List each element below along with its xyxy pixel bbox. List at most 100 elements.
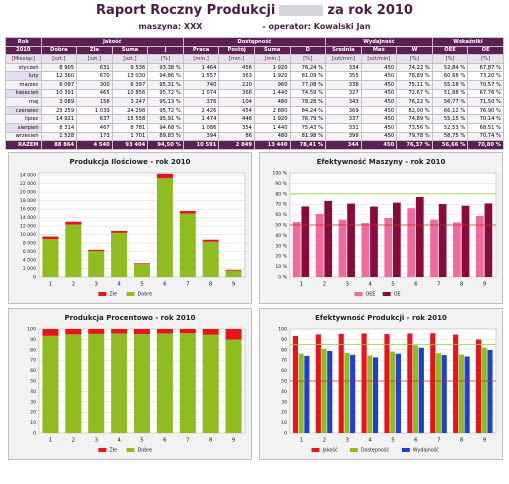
y-tick-label: 10 000 — [20, 232, 36, 238]
table-row: 2010 Dobra Zła Suma J Praca Postój Suma D Średnia… — [5, 45, 504, 56]
table-row: wrzesień 1 528 173 1 701 89,83 % 394 86 480 81,9… — [5, 131, 504, 142]
table-cell: RAZEM — [5, 140, 42, 150]
bar — [475, 339, 482, 433]
bar — [407, 333, 413, 433]
x-tick-label: 1 — [49, 438, 53, 444]
bar-segment — [156, 333, 173, 433]
bar — [315, 213, 324, 277]
table-cell: 76,22 % — [396, 97, 433, 107]
bar-segment — [42, 236, 59, 240]
table-cell: 95,72 % — [147, 105, 184, 116]
table-cell: 1 474 — [182, 114, 220, 124]
table-cell: 1 701 — [111, 131, 149, 142]
chart: Produkcja Procentowo - rok 2010 0 10 20 30 40… — [27, 314, 246, 454]
table-cell: 1 440 — [253, 122, 291, 133]
title-left: Raport Roczny Produkcji — [96, 3, 276, 18]
table-cell: 1 464 — [182, 62, 220, 73]
y-tick-label: 20 — [30, 410, 36, 416]
y-tick-label: 70 % — [275, 202, 287, 208]
y-tick-label: 30 % — [275, 243, 287, 249]
table-cell: 450 — [360, 131, 398, 142]
table-cell: 94,86 % — [147, 71, 184, 81]
bar — [407, 208, 416, 277]
table-cell: 446 — [218, 114, 255, 124]
table-row: czerwiec 23 259 1 039 24 298 95,72 % 2 426 454… — [5, 105, 504, 116]
table-cell: 1 557 — [182, 71, 220, 81]
bar — [321, 348, 327, 433]
chart: Efektywność Maszyny - rok 2010 0 % 10 % 20 … — [272, 158, 497, 298]
bar — [413, 345, 419, 433]
table-cell: 74,89 % — [396, 114, 433, 124]
table-cell: 2 849 — [218, 140, 255, 150]
table-cell: 51,88 % — [431, 88, 469, 99]
bar-segment — [111, 232, 128, 277]
x-tick-label: 7 — [186, 282, 190, 288]
table-row: RAZEM 88 864 4 540 93 404 94,50 % 10 591 2 849… — [5, 140, 504, 150]
x-tick-label: 4 — [368, 282, 372, 288]
table-cell: Postój — [218, 45, 255, 56]
table-cell: 465 — [76, 88, 113, 99]
legend-label: Dostępność — [361, 447, 389, 454]
table-cell: 72,67 % — [396, 88, 433, 99]
y-tick-label: 100 % — [272, 171, 287, 177]
bar-segment — [179, 213, 196, 277]
table-cell: 94,50 % — [147, 140, 184, 150]
table-cell: Jakość — [40, 37, 184, 47]
x-tick-label: 8 — [460, 438, 464, 444]
bar — [372, 357, 379, 433]
table-cell: 450 — [360, 71, 398, 81]
bar — [327, 350, 333, 433]
table-cell: Suma — [253, 45, 291, 56]
bar — [390, 351, 396, 433]
table-row: kwiecień 10 391 465 10 856 95,72 % 1 074 366 1 … — [5, 88, 504, 99]
table-cell: Średnia — [325, 45, 362, 56]
table-cell: 173 — [76, 131, 113, 142]
legend-label: OE — [394, 292, 401, 298]
y-tick-label: 70 — [30, 358, 36, 364]
table-cell: [%] — [289, 54, 327, 64]
bar — [370, 206, 378, 277]
table-cell: 220 — [218, 79, 255, 90]
y-tick-label: 50 % — [275, 223, 287, 229]
table-cell: 95,13 % — [147, 97, 184, 107]
bar — [430, 219, 438, 277]
table-cell: 71,50 % — [467, 97, 504, 107]
x-tick-label: 9 — [232, 438, 236, 444]
table-cell: [%] — [396, 54, 433, 64]
table-cell: J — [147, 45, 184, 56]
table-cell: marzec — [5, 79, 42, 90]
y-tick-label: 80 — [281, 347, 287, 353]
y-tick-label: 4 000 — [23, 258, 36, 264]
bar-segment — [88, 249, 105, 252]
legend-swatch — [98, 292, 107, 296]
table-cell: [szt.] — [76, 54, 113, 64]
x-tick-label: 5 — [140, 438, 144, 444]
y-tick-label: 8 000 — [23, 241, 36, 247]
legend-label: Złe — [109, 292, 117, 298]
x-tick-label: 8 — [209, 282, 213, 288]
bar-segment — [179, 333, 196, 433]
table-cell: 1 920 — [253, 71, 291, 81]
bar — [461, 205, 470, 277]
y-tick-label: 40 — [281, 389, 287, 395]
y-tick-label: 14 000 — [20, 215, 36, 221]
table-cell: wrzesień — [5, 131, 42, 142]
bar-segment — [65, 329, 82, 335]
table-cell: maj — [5, 97, 42, 107]
chart-panel: Efektywność Produkcji - rok 2010 0 10 20 30 4… — [259, 308, 503, 460]
table-cell: 670 — [76, 71, 113, 81]
chart-title: Produkcja Procentowo - rok 2010 — [64, 314, 195, 322]
table-cell: [szt.] — [111, 54, 149, 64]
table-cell: 55,18 % — [431, 79, 469, 90]
x-tick-label: 3 — [94, 438, 98, 444]
x-tick-label: 5 — [391, 438, 395, 444]
legend-swatch — [401, 448, 410, 452]
bar — [304, 355, 310, 433]
y-tick-label: 24 000 — [20, 173, 36, 179]
table-cell: 95,91 % — [147, 114, 184, 124]
bar — [338, 333, 344, 433]
table-cell: [%] — [431, 54, 469, 64]
bar-segment — [65, 224, 82, 277]
table-cell: 70,57 % — [467, 79, 504, 90]
